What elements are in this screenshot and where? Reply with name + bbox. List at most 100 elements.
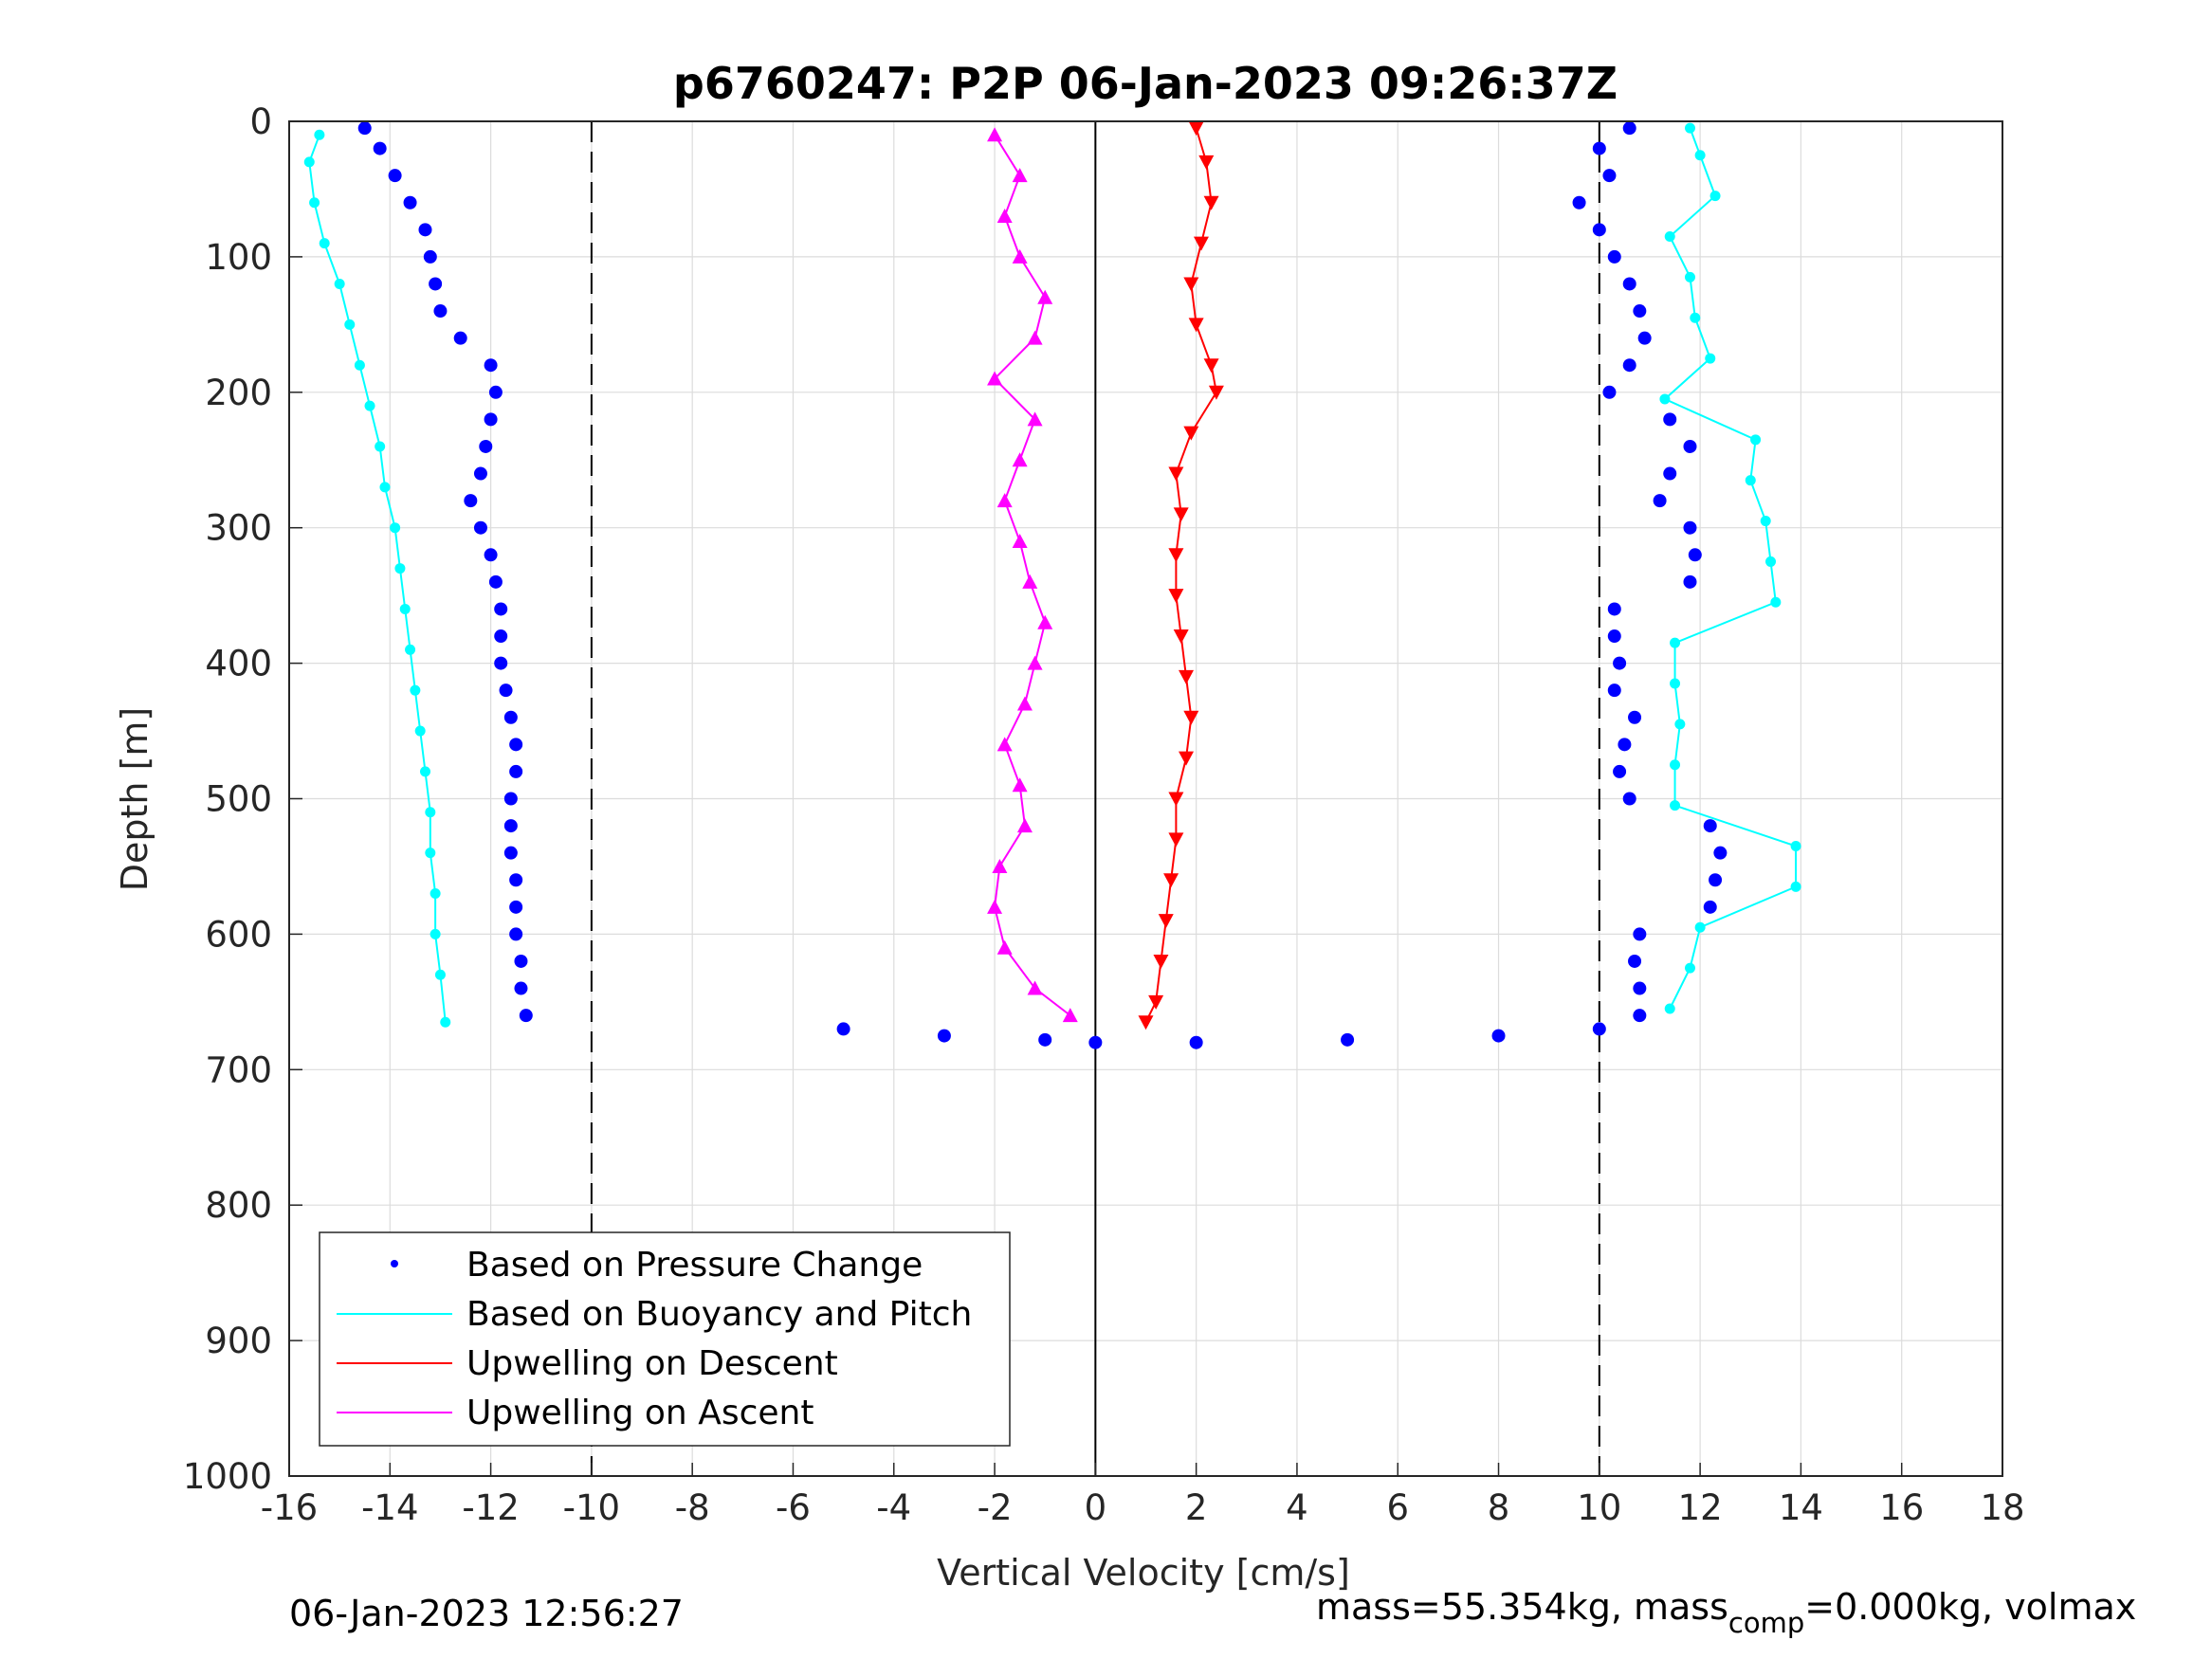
data-point-pressure_ascent <box>1703 819 1717 833</box>
data-point-pressure_descent <box>373 141 387 155</box>
ticks: -16 -14 -12 -10 -8 -6 -4 -2 0 2 4 6 8 10 12 14 16 18 0 100 2… <box>183 101 2025 1528</box>
data-point-buoyancy_descent <box>410 684 421 696</box>
data-point-upwelling_ascent <box>1027 980 1043 995</box>
data-point-buoyancy_ascent <box>1684 122 1695 134</box>
data-point-upwelling_ascent <box>1022 574 1038 589</box>
data-point-upwelling_ascent <box>996 737 1013 752</box>
data-point-buoyancy_descent <box>375 441 386 452</box>
x-tick-label: 14 <box>1779 1487 1823 1528</box>
data-point-pressure_descent <box>488 574 503 589</box>
data-point-pressure_descent <box>519 1009 533 1023</box>
data-point-buoyancy_ascent <box>1670 800 1681 811</box>
data-point-pressure_descent <box>503 819 518 833</box>
data-point-upwelling_ascent <box>1037 614 1053 629</box>
legend-box <box>319 1231 1011 1447</box>
y-tick-label: 100 <box>205 237 272 278</box>
data-point-pressure_ascent <box>1602 169 1617 183</box>
series-upwelling_ascent <box>987 127 1078 1023</box>
data-point-pressure_descent <box>503 846 518 860</box>
x-tick-label: -14 <box>361 1487 418 1528</box>
data-point-buoyancy_ascent <box>1790 841 1801 852</box>
chart-title: p6760247: P2P 06-Jan-2023 09:26:37Z <box>673 58 1618 109</box>
y-tick-label: 800 <box>205 1185 272 1226</box>
footer-mass-sub: comp <box>1728 1607 1804 1639</box>
data-point-upwelling_ascent <box>1012 452 1028 467</box>
data-point-pressure_descent <box>473 466 487 481</box>
data-point-buoyancy_descent <box>309 197 320 209</box>
data-point-upwelling_ascent <box>996 209 1013 224</box>
data-point-buoyancy_descent <box>430 888 441 900</box>
data-point-upwelling_ascent <box>1027 330 1043 345</box>
data-point-pressure_descent <box>479 439 493 453</box>
data-point-pressure_descent <box>503 792 518 806</box>
y-tick-label: 400 <box>205 644 272 684</box>
data-point-buoyancy_ascent <box>1670 637 1681 648</box>
data-point-upwelling_ascent <box>1062 1008 1078 1023</box>
x-tick-label: 6 <box>1386 1487 1409 1528</box>
data-point-buoyancy_ascent <box>1760 516 1771 527</box>
data-point-buoyancy_ascent <box>1674 719 1686 730</box>
data-point-pressure_descent <box>509 927 523 941</box>
data-point-buoyancy_ascent <box>1690 312 1701 323</box>
data-point-upwelling_descent <box>1168 792 1184 807</box>
data-point-upwelling_descent <box>1168 466 1184 482</box>
x-tick-label: -10 <box>563 1487 620 1528</box>
data-point-pressure_ascent <box>1607 629 1621 644</box>
data-point-pressure_ascent <box>1572 195 1586 210</box>
data-point-buoyancy_descent <box>440 1016 451 1028</box>
data-point-pressure_bottom_turn <box>1088 1035 1103 1049</box>
data-point-upwelling_descent <box>1183 426 1199 441</box>
legend-label-upwelling-descent: Upwelling on Descent <box>466 1344 838 1383</box>
x-axis-label: Vertical Velocity [cm/s] <box>937 1552 1350 1594</box>
data-point-pressure_descent <box>357 121 372 136</box>
data-point-upwelling_descent <box>1168 832 1184 848</box>
data-point-pressure_bottom_turn <box>1491 1029 1506 1043</box>
data-point-pressure_bottom_turn <box>1038 1032 1052 1047</box>
data-point-pressure_ascent <box>1622 121 1636 136</box>
data-point-pressure_ascent <box>1618 738 1632 752</box>
data-point-buoyancy_descent <box>364 400 375 411</box>
data-point-pressure_bottom_turn <box>1592 1022 1606 1036</box>
series-pressure_bottom_turn <box>836 1022 1606 1049</box>
x-tick-label: -8 <box>675 1487 710 1528</box>
data-point-buoyancy_ascent <box>1765 556 1777 567</box>
data-point-pressure_ascent <box>1622 358 1636 373</box>
footer-mass-main: mass=55.354kg, mass <box>1316 1586 1728 1628</box>
footer-mass-tail: =0.000kg, volmax <box>1804 1586 2136 1628</box>
y-axis-label: Depth [m] <box>114 707 155 892</box>
data-point-upwelling_ascent <box>987 127 1003 142</box>
data-point-buoyancy_ascent <box>1694 150 1706 161</box>
data-point-upwelling_ascent <box>1037 289 1053 304</box>
data-point-pressure_descent <box>464 494 478 508</box>
data-point-upwelling_descent <box>1198 155 1215 170</box>
data-point-upwelling_descent <box>1158 914 1174 929</box>
data-point-pressure_ascent <box>1703 900 1717 914</box>
data-point-upwelling_descent <box>1183 277 1199 292</box>
legend: Based on Pressure Change Based on Buoyan… <box>319 1231 1011 1447</box>
data-point-upwelling_descent <box>1173 507 1189 522</box>
data-point-buoyancy_descent <box>319 238 330 249</box>
data-point-buoyancy_ascent <box>1664 230 1675 242</box>
data-point-upwelling_ascent <box>996 493 1013 508</box>
data-point-pressure_descent <box>503 710 518 724</box>
data-point-pressure_descent <box>484 358 498 373</box>
data-point-buoyancy_descent <box>434 969 446 980</box>
data-point-upwelling_descent <box>1183 710 1199 725</box>
y-tick-label: 300 <box>205 508 272 549</box>
footer-mass-info: mass=55.354kg, masscomp=0.000kg, volmax <box>1316 1586 2136 1639</box>
data-point-pressure_ascent <box>1633 304 1647 319</box>
y-tick-label: 600 <box>205 914 272 955</box>
data-point-pressure_ascent <box>1683 439 1697 453</box>
data-point-buoyancy_descent <box>344 319 356 330</box>
data-point-buoyancy_descent <box>390 522 401 534</box>
data-point-buoyancy_ascent <box>1705 353 1716 364</box>
data-point-pressure_descent <box>473 520 487 535</box>
data-point-upwelling_descent <box>1203 358 1219 374</box>
y-tick-label: 0 <box>249 101 272 142</box>
x-tick-label: 18 <box>1980 1487 2024 1528</box>
data-point-buoyancy_descent <box>334 278 345 289</box>
data-point-buoyancy_descent <box>414 725 426 737</box>
data-point-buoyancy_ascent <box>1684 271 1695 283</box>
data-point-upwelling_descent <box>1173 629 1189 645</box>
data-point-pressure_ascent <box>1683 520 1697 535</box>
